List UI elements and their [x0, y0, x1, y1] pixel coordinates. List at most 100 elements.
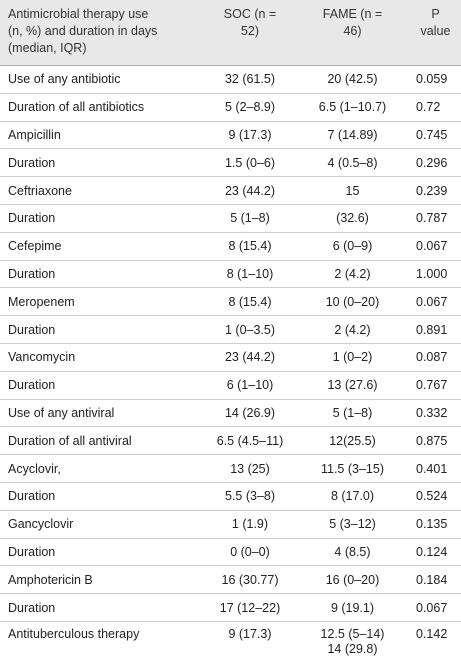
table-row: Duration of all antibiotics 5 (2–8.9) 6.5 …	[0, 94, 461, 122]
table-cell: 6.5 (4.5–11)	[216, 433, 284, 448]
table-cell: 5 (1–8)	[332, 405, 373, 420]
table-cell: 20 (42.5)	[327, 72, 378, 87]
table-cell: 0.067	[416, 600, 448, 615]
table-cell: Ampicillin	[8, 127, 61, 142]
table-cell: 2 (4.2)	[334, 266, 371, 281]
table-cell: 0.124	[416, 544, 448, 559]
table-cell: 1 (0–2)	[332, 350, 373, 365]
table-cell: 8 (15.4)	[228, 239, 272, 254]
table-cell: 10 (0–20)	[325, 294, 380, 309]
table-cell: 17 (12–22)	[219, 600, 281, 615]
table-cell: 0.135	[416, 517, 448, 532]
table-cell: 4 (8.5)	[334, 544, 371, 559]
table-row: Meropenem 8 (15.4) 10 (0–20) 0.067	[0, 288, 461, 317]
table-cell: 16 (30.77)	[221, 572, 279, 587]
table-row: Duration of all antiviral 6.5 (4.5–11) 12(…	[0, 427, 461, 456]
header-cell: FAME (n = 46)	[322, 7, 383, 38]
table-row: Duration 6 (1–10) 13 (27.6) 0.767	[0, 372, 461, 400]
table-cell: 23 (44.2)	[224, 183, 276, 198]
table-row: Vancomycin 23 (44.2) 1 (0–2) 0.087	[0, 344, 461, 372]
table-cell: 12.5 (5–14) 14 (29.8)	[295, 627, 410, 657]
table-row: Antituberculous therapy 9 (17.3) 12.5 (5–1…	[0, 622, 461, 660]
table-cell: 0.875	[416, 433, 448, 448]
table-row: Duration 1 (0–3.5) 2 (4.2) 0.891	[0, 316, 461, 344]
table-cell: Ceftriaxone	[8, 183, 72, 198]
table-cell: Acyclovir,	[8, 461, 61, 476]
table-cell: 0.332	[416, 405, 448, 420]
table-cell: Duration	[8, 155, 56, 170]
table-cell: Duration of all antiviral	[8, 433, 132, 448]
table-cell: 0 (0–0)	[230, 544, 270, 559]
table-cell: 5 (1–8)	[230, 211, 270, 226]
table-cell: Duration	[8, 322, 56, 337]
table-cell: 0.239	[416, 183, 448, 198]
table-cell: 32 (61.5)	[224, 72, 276, 87]
table-cell: Duration	[8, 211, 56, 226]
table-cell: 0.059	[416, 72, 448, 87]
table-cell: 0.72	[416, 100, 441, 115]
table-cell: 1 (1.9)	[231, 517, 269, 532]
table-cell: 0.142	[416, 626, 448, 641]
table-cell: 14 (26.9)	[224, 405, 276, 420]
table-cell: 12(25.5)	[329, 433, 376, 448]
table-cell: Duration	[8, 600, 56, 615]
table-cell: 6 (0–9)	[332, 239, 373, 254]
table-cell: Duration	[8, 266, 56, 281]
table-cell: Duration	[8, 378, 56, 393]
table-cell: Duration	[8, 489, 56, 504]
table-cell: Antituberculous therapy	[8, 626, 140, 641]
table-cell: 8 (17.0)	[330, 489, 375, 504]
table-cell: 7 (14.89)	[327, 127, 378, 142]
table-row: Duration 5.5 (3–8) 8 (17.0) 0.524	[0, 483, 461, 511]
table-cell: 1.5 (0–6)	[224, 155, 276, 170]
table-row: Use of any antiviral 14 (26.9) 5 (1–8) 0.33…	[0, 400, 461, 428]
table-cell: 9 (17.3)	[228, 626, 272, 641]
table-cell: Cefepime	[8, 239, 62, 254]
table-cell: 2 (4.2)	[334, 322, 371, 337]
table-cell: 13 (25)	[230, 461, 270, 476]
table-cell: 6.5 (1–10.7)	[318, 100, 387, 115]
table-cell: 5 (2–8.9)	[224, 100, 276, 115]
table-cell: 1 (0–3.5)	[224, 322, 276, 337]
table-cell: 9 (17.3)	[228, 127, 272, 142]
table-cell: 0.184	[416, 572, 448, 587]
table-cell: 16 (0–20)	[325, 572, 380, 587]
table-row: Duration 8 (1–10) 2 (4.2) 1.000	[0, 261, 461, 289]
table-cell: 4 (0.5–8)	[327, 155, 378, 170]
header-cell: SOC (n = 52)	[223, 7, 277, 38]
table-row: Duration 1.5 (0–6) 4 (0.5–8) 0.296	[0, 149, 461, 178]
table-cell: Vancomycin	[8, 350, 76, 365]
cell-line: 12.5 (5–14)	[320, 626, 385, 641]
table-cell: 0.524	[416, 489, 448, 504]
table-cell: 0.067	[416, 294, 448, 309]
header-cell: Antimicrobial therapy use (n, %) and dur…	[8, 7, 158, 55]
table-cell: Gancyclovir	[8, 517, 74, 532]
table-cell: 6 (1–10)	[226, 378, 274, 393]
table-cell: 0.891	[416, 322, 448, 337]
cell-line: 14 (29.8)	[327, 641, 378, 656]
table-row: Amphotericin B 16 (30.77) 16 (0–20) 0.184	[0, 566, 461, 595]
table-cell: 0.401	[416, 461, 448, 476]
table-cell: Use of any antiviral	[8, 405, 115, 420]
table-cell: 5.5 (3–8)	[224, 489, 276, 504]
table-cell: Amphotericin B	[8, 572, 93, 587]
table-cell: 0.767	[416, 378, 448, 393]
table-cell: 0.745	[416, 127, 448, 142]
table-row: Ceftriaxone 23 (44.2) 15 0.239	[0, 177, 461, 205]
table-cell: 8 (1–10)	[226, 266, 274, 281]
table-row: Ampicillin 9 (17.3) 7 (14.89) 0.745	[0, 122, 461, 150]
table-cell: (32.6)	[336, 211, 369, 226]
header-row: Antimicrobial therapy use (n, %) and dur…	[0, 0, 461, 66]
table-cell: Duration of all antibiotics	[8, 100, 145, 115]
table-cell: Meropenem	[8, 294, 75, 309]
table-cell: 0.787	[416, 211, 448, 226]
table-cell: 1.000	[416, 266, 448, 281]
table-row: Use of any antibiotic 32 (61.5) 20 (42.5) 0…	[0, 66, 461, 94]
table-row: Duration 5 (1–8) (32.6) 0.787	[0, 205, 461, 233]
table-cell: 8 (15.4)	[228, 294, 272, 309]
table-cell: 11.5 (3–15)	[320, 461, 384, 476]
table-cell: 0.087	[416, 350, 448, 365]
table-cell: 5 (3–12)	[329, 517, 376, 532]
table-row: Duration 17 (12–22) 9 (19.1) 0.067	[0, 594, 461, 622]
